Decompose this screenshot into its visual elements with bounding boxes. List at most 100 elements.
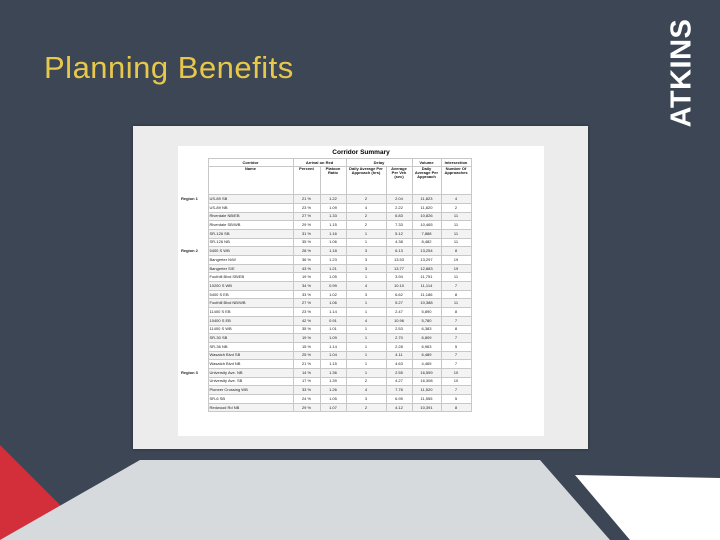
column-header-row: Name Percent Platoon Ratio Daily Average… — [180, 166, 472, 196]
table-cell: 7 — [440, 359, 472, 369]
table-row: 10200 S WB 34 % 0.99 4 10.10 11,114 7 — [180, 281, 472, 291]
document-screenshot: Corridor Summary Corridor Arrival on Red… — [133, 126, 588, 449]
table-row: 5400 S EB 33 % 1.02 3 6.62 11,186 8 — [180, 289, 472, 300]
region-spacer — [180, 385, 208, 395]
table-cell: 1 — [345, 367, 387, 378]
corridor-name-cell: SR-36 NB — [207, 341, 294, 352]
corridor-name-cell: Bangerter N/W — [207, 255, 294, 265]
table-row: SR-30 SB 19 % 1.09 1 2.70 6,809 7 — [180, 333, 472, 343]
table-cell: 42 % — [292, 315, 321, 326]
column-header-platoon-ratio: Platoon Ratio — [319, 166, 347, 196]
table-cell: 1.01 — [319, 324, 347, 335]
table-row: 11400 S EB 23 % 1.14 1 2.47 5,890 8 — [180, 307, 472, 317]
column-header-daily-avg-volume: Daily Average Per Approach — [411, 166, 442, 196]
table-cell: 11 — [440, 228, 472, 239]
table-cell: 11,751 — [411, 272, 442, 283]
column-header-avg-per-veh: Average Per Veh (sec) — [385, 166, 413, 196]
corridor-name-cell: Pioneer Crossing WB — [207, 385, 294, 395]
region-spacer — [180, 290, 208, 299]
corridor-name-cell: Riverdale NB/EB — [207, 211, 294, 222]
table-cell: 1.06 — [319, 237, 347, 248]
corridor-name-cell: Wasatch Blvd SB — [207, 350, 294, 361]
table-cell: 6.13 — [385, 246, 413, 256]
column-header-daily-avg-hrs: Daily Average Per Approach (hrs) — [345, 166, 387, 196]
table-cell: 1.22 — [319, 194, 347, 204]
corridor-name-cell: 10400 S EB — [207, 315, 294, 326]
table-cell: 1.09 — [319, 333, 347, 343]
logo-text: ATKINS — [665, 18, 698, 128]
corridor-name-cell: US-89 SB — [207, 194, 294, 204]
table-cell: 1.05 — [319, 394, 347, 404]
table-cell: 1 — [345, 307, 387, 317]
table-cell: 4 — [345, 385, 387, 395]
table-cell: 33 % — [292, 385, 321, 395]
region-spacer — [180, 255, 208, 265]
table-cell: 3.94 — [385, 272, 413, 283]
table-cell: 1 — [345, 324, 387, 335]
table-cell: 10,388 — [411, 298, 442, 309]
table-cell: 2.28 — [385, 341, 413, 352]
table-cell: 2.53 — [385, 324, 413, 335]
table-cell: 1.14 — [319, 307, 347, 317]
region-spacer — [180, 203, 208, 213]
table-cell: 24 % — [292, 394, 321, 404]
table-cell: 14 % — [292, 367, 321, 378]
table-cell: 1.21 — [319, 263, 347, 274]
table-row: Wasatch Blvd SB 25 % 1.04 1 4.11 6,489 7 — [180, 350, 472, 361]
region-spacer — [180, 394, 208, 404]
region-spacer — [180, 212, 208, 221]
corridor-name-cell: SR-126 NB — [207, 237, 294, 248]
table-cell: 23 % — [292, 202, 321, 213]
corridor-name-cell: 5400 S WB — [207, 246, 294, 256]
table-row: SR-126 SB 31 % 1.16 1 5.12 7,888 11 — [180, 228, 472, 239]
group-header-row: Corridor Arrival on Red Delay Volume Int… — [180, 157, 472, 168]
table-body: Region 1 US-89 SB 21 % 1.22 2 2.04 11,823 4 US-8… — [180, 194, 472, 413]
group-header-corridor: Corridor — [207, 157, 294, 168]
table-cell: 1 — [345, 341, 387, 352]
table-cell: 1.39 — [319, 376, 347, 387]
table-cell: 4.11 — [385, 350, 413, 361]
table-cell: 5 — [440, 394, 472, 404]
table-cell: 1 — [345, 298, 387, 309]
table-cell: 1.26 — [319, 385, 347, 395]
table-row: SR-126 NB 35 % 1.06 1 4.38 8,482 11 — [180, 237, 472, 248]
table-cell: 4 — [345, 202, 387, 213]
table-cell: 34 % — [292, 281, 321, 291]
table-cell: 2 — [345, 376, 387, 387]
table-row: Redwood Rd NB 29 % 1.07 2 4.12 10,391 8 — [180, 402, 472, 413]
table-row: Pioneer Crossing WB 33 % 1.26 4 7.76 11,520 7 — [180, 385, 472, 395]
table-cell: 11,555 — [411, 394, 442, 404]
table-cell: 36 % — [292, 255, 321, 265]
table-cell: 2.47 — [385, 307, 413, 317]
table-row: 10400 S EB 42 % 0.91 4 10.96 5,780 7 — [180, 315, 472, 326]
table-cell: 11,114 — [411, 281, 442, 291]
table-cell: 2.22 — [385, 202, 413, 213]
table-cell: 2 — [440, 202, 472, 213]
table-cell: 29 % — [292, 220, 321, 230]
table-cell: 19 % — [292, 333, 321, 343]
table-cell: 11 — [440, 237, 472, 248]
table-cell: 2.04 — [385, 194, 413, 204]
table-cell: 25 % — [292, 350, 321, 361]
table-cell: 11 — [440, 298, 472, 309]
table-cell: 7 — [440, 385, 472, 395]
table-cell: 5.12 — [385, 228, 413, 239]
table-cell: 43 % — [292, 263, 321, 274]
table-cell: 4,465 — [411, 359, 442, 369]
slide-title: Planning Benefits — [44, 50, 294, 85]
table-cell: 3 — [345, 394, 387, 404]
table-cell: 7 — [440, 350, 472, 361]
table-row: Wasatch Blvd NB 21 % 1.15 1 4.63 4,465 7 — [180, 359, 472, 369]
table-cell: 1 — [345, 359, 387, 369]
table-cell: 1.14 — [319, 341, 347, 352]
column-header-name: Name — [207, 166, 294, 196]
region-spacer — [180, 316, 208, 325]
corridor-name-cell: Foothill Blvd SB/EB — [207, 272, 294, 283]
table-row: Bangerter S/E 43 % 1.21 3 13.77 12,883 19 — [180, 263, 472, 274]
table-cell: 31 % — [292, 228, 321, 239]
table-cell: 4.38 — [385, 237, 413, 248]
table-row: Region 2 5400 S WB 28 % 1.18 3 6.13 13,254 8 — [180, 246, 472, 256]
table-cell: 27 % — [292, 211, 321, 222]
corridor-name-cell: SR-30 SB — [207, 333, 294, 343]
table-cell: 5,890 — [411, 307, 442, 317]
